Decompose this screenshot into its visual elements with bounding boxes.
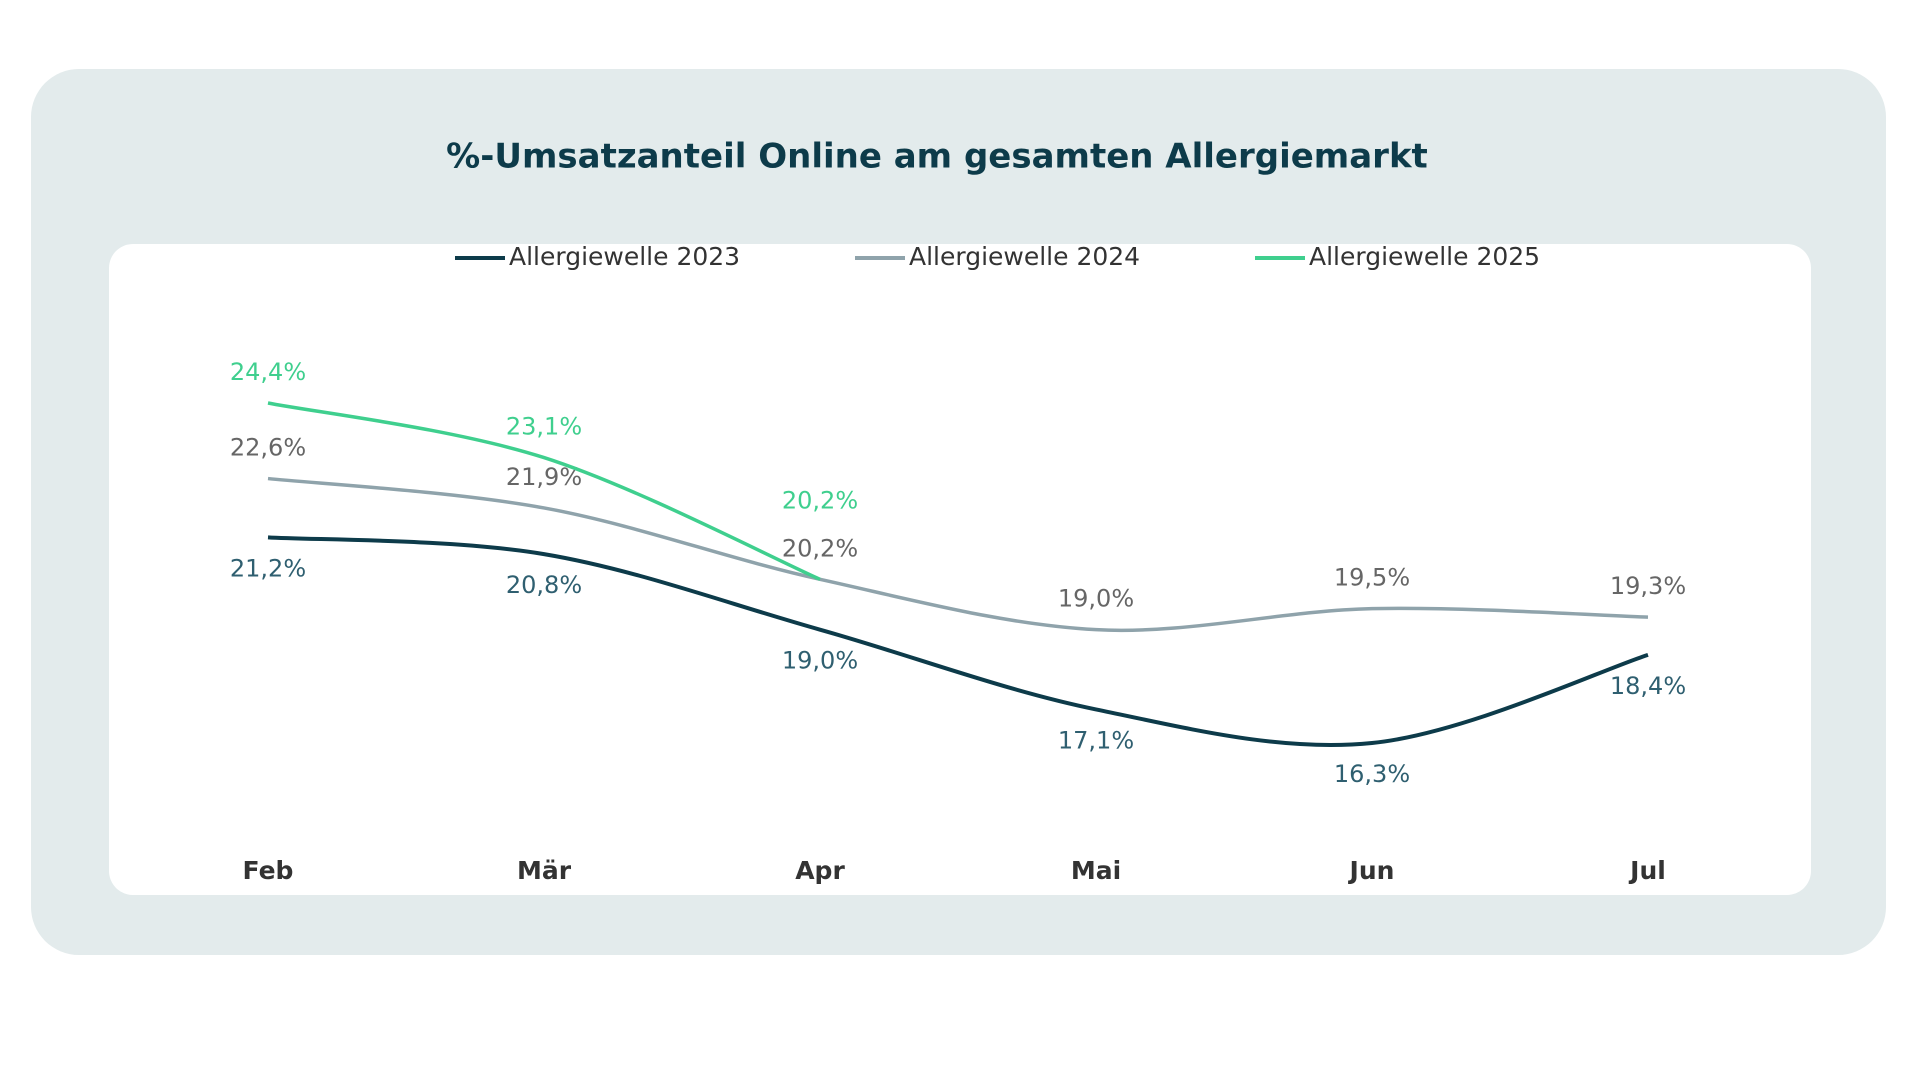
x-tick-label: Mai xyxy=(1071,856,1121,885)
legend-label: Allergiewelle 2025 xyxy=(1309,242,1540,271)
value-label: 19,0% xyxy=(1058,585,1134,613)
chart-title: %-Umsatzanteil Online am gesamten Allerg… xyxy=(446,137,1428,177)
x-tick-label: Feb xyxy=(243,856,294,885)
value-label: 23,1% xyxy=(506,413,582,441)
series-line xyxy=(267,401,821,581)
x-tick-label: Mär xyxy=(517,856,572,885)
x-tick-label: Jul xyxy=(1628,856,1666,885)
value-label: 19,5% xyxy=(1334,564,1410,592)
value-label: 19,3% xyxy=(1610,572,1686,600)
value-label: 20,2% xyxy=(782,486,858,514)
value-label: 18,4% xyxy=(1610,672,1686,700)
value-label: 24,4% xyxy=(230,358,306,386)
value-label: 21,2% xyxy=(230,554,306,582)
legend-label: Allergiewelle 2023 xyxy=(509,242,740,271)
value-label: 20,2% xyxy=(782,534,858,562)
series-line xyxy=(267,476,1649,633)
value-label: 17,1% xyxy=(1058,726,1134,754)
value-label: 16,3% xyxy=(1334,760,1410,788)
series-line xyxy=(267,535,1649,747)
x-tick-label: Jun xyxy=(1348,856,1395,885)
value-label: 19,0% xyxy=(782,647,858,675)
legend-label: Allergiewelle 2024 xyxy=(909,242,1140,271)
value-label: 22,6% xyxy=(230,434,306,462)
x-tick-label: Apr xyxy=(795,856,845,885)
value-label: 20,8% xyxy=(506,571,582,599)
plot-panel xyxy=(109,244,1811,895)
